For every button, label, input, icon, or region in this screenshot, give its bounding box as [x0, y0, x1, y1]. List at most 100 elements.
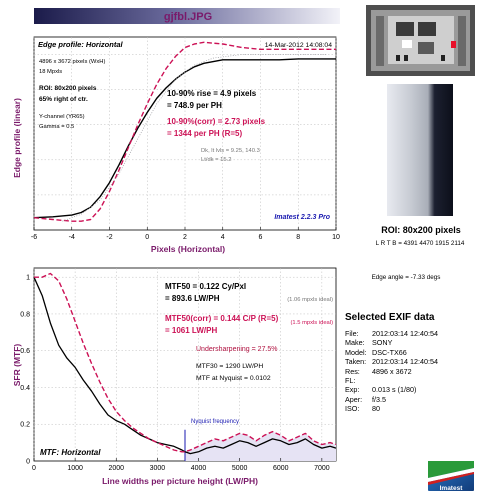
mtf50corr-ideal: (1.5 mpxls ideal) [290, 320, 333, 326]
info-roi-pos: 65% right of ctr. [39, 96, 88, 103]
rise-corr-text: 10-90%(corr) = 2.73 pixels [167, 117, 266, 126]
exif-row: File: 2012:03:14 12:40:54 [345, 329, 495, 338]
logo-text: Imatest [440, 485, 464, 492]
mtf-ytick-label: 0 [26, 459, 30, 466]
edge-xtick-label: 8 [296, 234, 300, 241]
exif-value: SONY [372, 338, 393, 348]
exif-key: FL: [345, 376, 356, 386]
mtf-xtick-label: 3000 [150, 465, 166, 472]
exif-key: Model: [345, 347, 367, 357]
edge-chart-title: Edge profile: Horizontal [38, 40, 124, 49]
undersharpening: Undersharpening = 27.5% [196, 346, 278, 353]
mtf50corr-lwph: = 1061 LW/PH [165, 326, 217, 335]
edge-timestamp: 14-Mar-2012 14:08:04 [265, 42, 332, 49]
info-roi: ROI: 80x200 pixels [39, 85, 97, 92]
imatest-logo: Imatest [428, 461, 474, 492]
mtf50-ideal: (1.06 mpxls ideal) [287, 297, 333, 303]
roi-marker [451, 41, 456, 48]
edge-xtick-label: 10 [332, 234, 340, 241]
edge-xtick-label: 6 [259, 234, 263, 241]
mtf-ytick-label: 0.8 [20, 311, 30, 318]
mtf50-lwph: = 893.6 LW/PH [165, 294, 220, 303]
edge-xtick-label: 0 [145, 234, 149, 241]
roi-lrtb: L R T B = 4391 4470 1915 2114 [376, 240, 465, 247]
image-filename: gjfbl.JPG [164, 11, 212, 23]
exif-row: Taken: 2012:03:14 12:40:54 [345, 357, 495, 366]
rise-ph-text: = 748.9 per PH [167, 101, 222, 110]
edge-angle: Edge angle = -7.33 degs [372, 274, 441, 281]
mtf-xtick-label: 1000 [67, 465, 83, 472]
exif-key: Aper: [345, 394, 363, 404]
mtf-ytick-label: 0.6 [20, 348, 30, 355]
mtf-plot-area [33, 267, 337, 462]
exif-value: 4896 x 3672 [372, 366, 412, 376]
exif-value: 2012:03:14 12:40:54 [372, 329, 438, 338]
edge-plot-area [33, 36, 337, 231]
mtf-ytick-label: 1 [26, 275, 30, 282]
exif-row: ISO: 80 [345, 404, 495, 413]
exif-key: Make: [345, 338, 365, 348]
edge-xtick-label: -2 [106, 234, 112, 241]
edge-xtick-label: -4 [69, 234, 75, 241]
exif-key: Res: [345, 366, 360, 376]
info-mpxls: 18 Mpxls [39, 69, 62, 75]
mtf-xtick-label: 7000 [314, 465, 330, 472]
edge-xlabel: Pixels (Horizontal) [151, 244, 225, 254]
exif-value: 0.013 s (1/80) [372, 385, 417, 395]
mtf-xtick-label: 6000 [273, 465, 289, 472]
exif-row: FL: [345, 376, 495, 385]
edge-xtick-label: 4 [221, 234, 225, 241]
exif-row: Res: 4896 x 3672 [345, 367, 495, 376]
edge-ylabel: Edge profile (linear) [12, 98, 22, 178]
dark-light-levels: Dk, lt lvls = 9.25, 140.3 [201, 148, 260, 154]
exif-row: Make: SONY [345, 338, 495, 347]
rise-corr-ph-text: = 1344 per PH (R=5) [167, 129, 242, 138]
edge-xtick-label: 2 [183, 234, 187, 241]
edge-xtick-label: -6 [31, 234, 37, 241]
mtf-nyquist-value: MTF at Nyquist = 0.0102 [196, 375, 271, 382]
exif-value [372, 376, 495, 385]
mtf-ylabel: SFR (MTF) [12, 344, 22, 387]
mtf-ytick-label: 0.2 [20, 422, 30, 429]
mtf-chart-title: MTF: Horizontal [40, 448, 101, 457]
exif-row: Exp: 0.013 s (1/80) [345, 385, 495, 394]
info-dims: 4896 x 3672 pixels (WxH) [39, 59, 105, 65]
edge-profile-chart: -6 -4 -2 0 2 4 6 8 10 Edge profile: Horizontal 1… [12, 36, 340, 254]
test-chart-thumbnail [366, 5, 475, 76]
exif-value: f/3.5 [372, 394, 386, 404]
rise-text: 10-90% rise = 4.9 pixels [167, 89, 257, 98]
mtf-corrected-line [34, 272, 337, 453]
mtf-xtick-label: 2000 [108, 465, 124, 472]
roi-size-label: ROI: 80x200 pixels [381, 225, 461, 235]
exif-value: 80 [372, 404, 380, 414]
exif-key: ISO: [345, 404, 360, 414]
mtf-xtick-label: 0 [32, 465, 36, 472]
exif-row: Model: DSC-TX66 [345, 348, 495, 357]
title-gradient-bar [34, 8, 340, 24]
exif-value: 2012:03:14 12:40:54 [372, 357, 438, 367]
exif-key: Taken: [345, 357, 367, 367]
edge-profile-corrected-line [33, 41, 336, 222]
mtf-xtick-label: 4000 [191, 465, 207, 472]
exif-panel: Selected EXIF data File: 2012:03:14 12:40… [345, 312, 495, 414]
exif-row: Aper: f/3.5 [345, 395, 495, 404]
mtf50corr-text: MTF50(corr) = 0.144 C/P (R=5) [165, 314, 279, 323]
mtf50-text: MTF50 = 0.122 Cy/Pxl [165, 282, 246, 291]
edge-profile-reference-line [62, 54, 327, 222]
nyquist-label: Nyquist frequency [191, 419, 239, 425]
info-channel: Y-channel (YR65) [39, 114, 85, 120]
info-gamma: Gamma = 0.5 [39, 124, 74, 130]
mtf-line [33, 276, 337, 455]
mtf-ytick-label: 0.4 [20, 385, 30, 392]
mtf30-text: MTF30 = 1290 LW/PH [196, 363, 263, 370]
exif-key: Exp: [345, 385, 360, 395]
exif-key: File: [345, 329, 359, 338]
exif-title: Selected EXIF data [345, 312, 435, 323]
roi-crop-image [387, 84, 453, 216]
light-dark-ratio: Lt/dk = 15.2 [201, 157, 231, 163]
imatest-version: Imatest 2.2.3 Pro [274, 214, 330, 221]
mtf-xlabel: Line widths per picture height (LW/PH) [102, 476, 258, 486]
mtf-xtick-label: 5000 [232, 465, 248, 472]
above-nyquist-area [185, 431, 336, 461]
mtf-chart: 0 0.2 0.4 0.6 0.8 1 0 1000 2000 3000 4000 5000 6000 7… [12, 267, 337, 486]
